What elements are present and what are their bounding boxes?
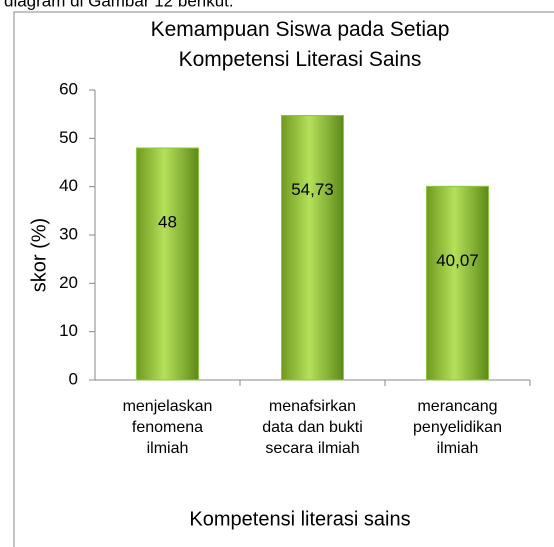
x-axis-label: Kompetensi literasi sains xyxy=(189,508,410,530)
y-tick-label: 60 xyxy=(59,79,78,98)
bar xyxy=(136,147,199,381)
data-label: 54,73 xyxy=(291,180,334,199)
y-tick-label: 0 xyxy=(69,369,78,388)
y-tick-label: 10 xyxy=(59,321,78,340)
bar xyxy=(426,185,489,381)
data-label: 40,07 xyxy=(436,251,479,270)
y-tick-label: 40 xyxy=(59,176,78,195)
x-tick-label: menjelaskan fenomena ilmiah xyxy=(123,398,213,457)
bar xyxy=(281,114,344,381)
chart-border xyxy=(13,11,554,547)
x-tick-label: merancang penyelidikan ilmiah xyxy=(413,398,502,457)
caption: diagram di Gambar 12 berikut. xyxy=(4,0,234,10)
x-tick-label: menafsirkan data dan bukti secara ilmiah xyxy=(262,398,363,457)
y-tick-label: 20 xyxy=(59,273,78,292)
y-tick-label: 30 xyxy=(59,224,78,243)
data-label: 48 xyxy=(158,212,177,231)
y-tick-label: 50 xyxy=(59,128,78,147)
chart-title: Kemampuan Siswa pada Setiap Kompetensi Li… xyxy=(151,18,450,71)
y-axis-label: skor (%) xyxy=(28,218,50,292)
